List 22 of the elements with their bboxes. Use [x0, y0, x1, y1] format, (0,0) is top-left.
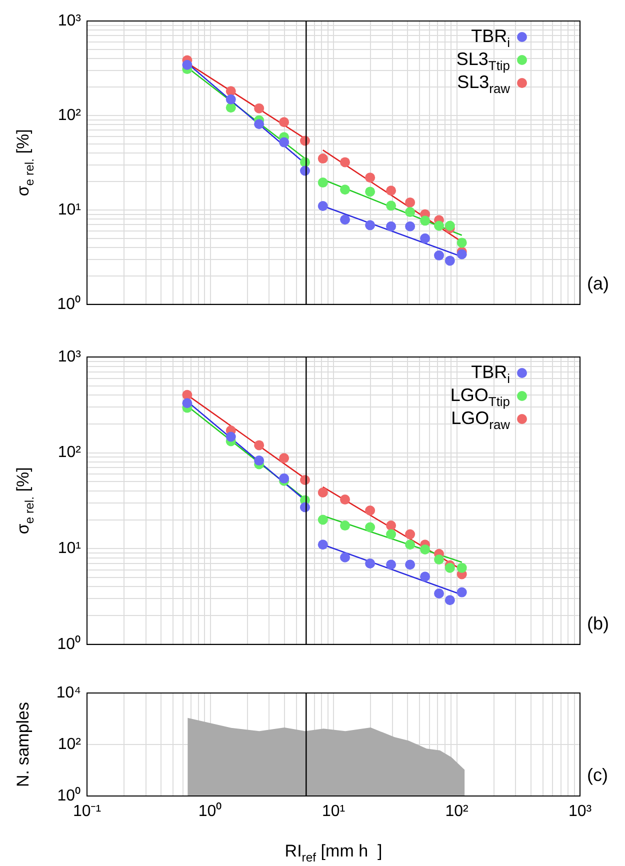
- y-tick-label: 10²: [58, 106, 82, 124]
- x-tick-label: 10⁻¹: [72, 803, 102, 820]
- y-axis-title: N. samples: [14, 702, 33, 788]
- text: (a): [587, 273, 609, 294]
- text: (b): [587, 613, 609, 634]
- y-tick-label: 10³: [58, 12, 82, 30]
- y-tick-label: 10⁴: [56, 684, 82, 702]
- y-tick-label: 10⁰: [57, 294, 81, 313]
- y-tick-label: 10⁰: [57, 786, 81, 804]
- y-axis-title: σe rel. [%]: [14, 129, 36, 196]
- x-tick-label: 10¹: [322, 803, 346, 820]
- x-tick-label: 10²: [445, 803, 469, 820]
- y-tick-label: 10¹: [58, 201, 81, 218]
- y-tick-label: 10⁰: [57, 634, 81, 653]
- y-tick-label: 10¹: [58, 540, 81, 558]
- text: (c): [587, 764, 608, 785]
- y-tick-label: 10²: [58, 736, 82, 753]
- x-tick-label: 10³: [568, 803, 592, 820]
- x-tick-label: 10⁰: [198, 802, 222, 820]
- y-tick-label: 10²: [58, 444, 82, 462]
- y-axis-title: σe rel. [%]: [14, 467, 36, 534]
- y-tick-label: 10³: [58, 348, 82, 366]
